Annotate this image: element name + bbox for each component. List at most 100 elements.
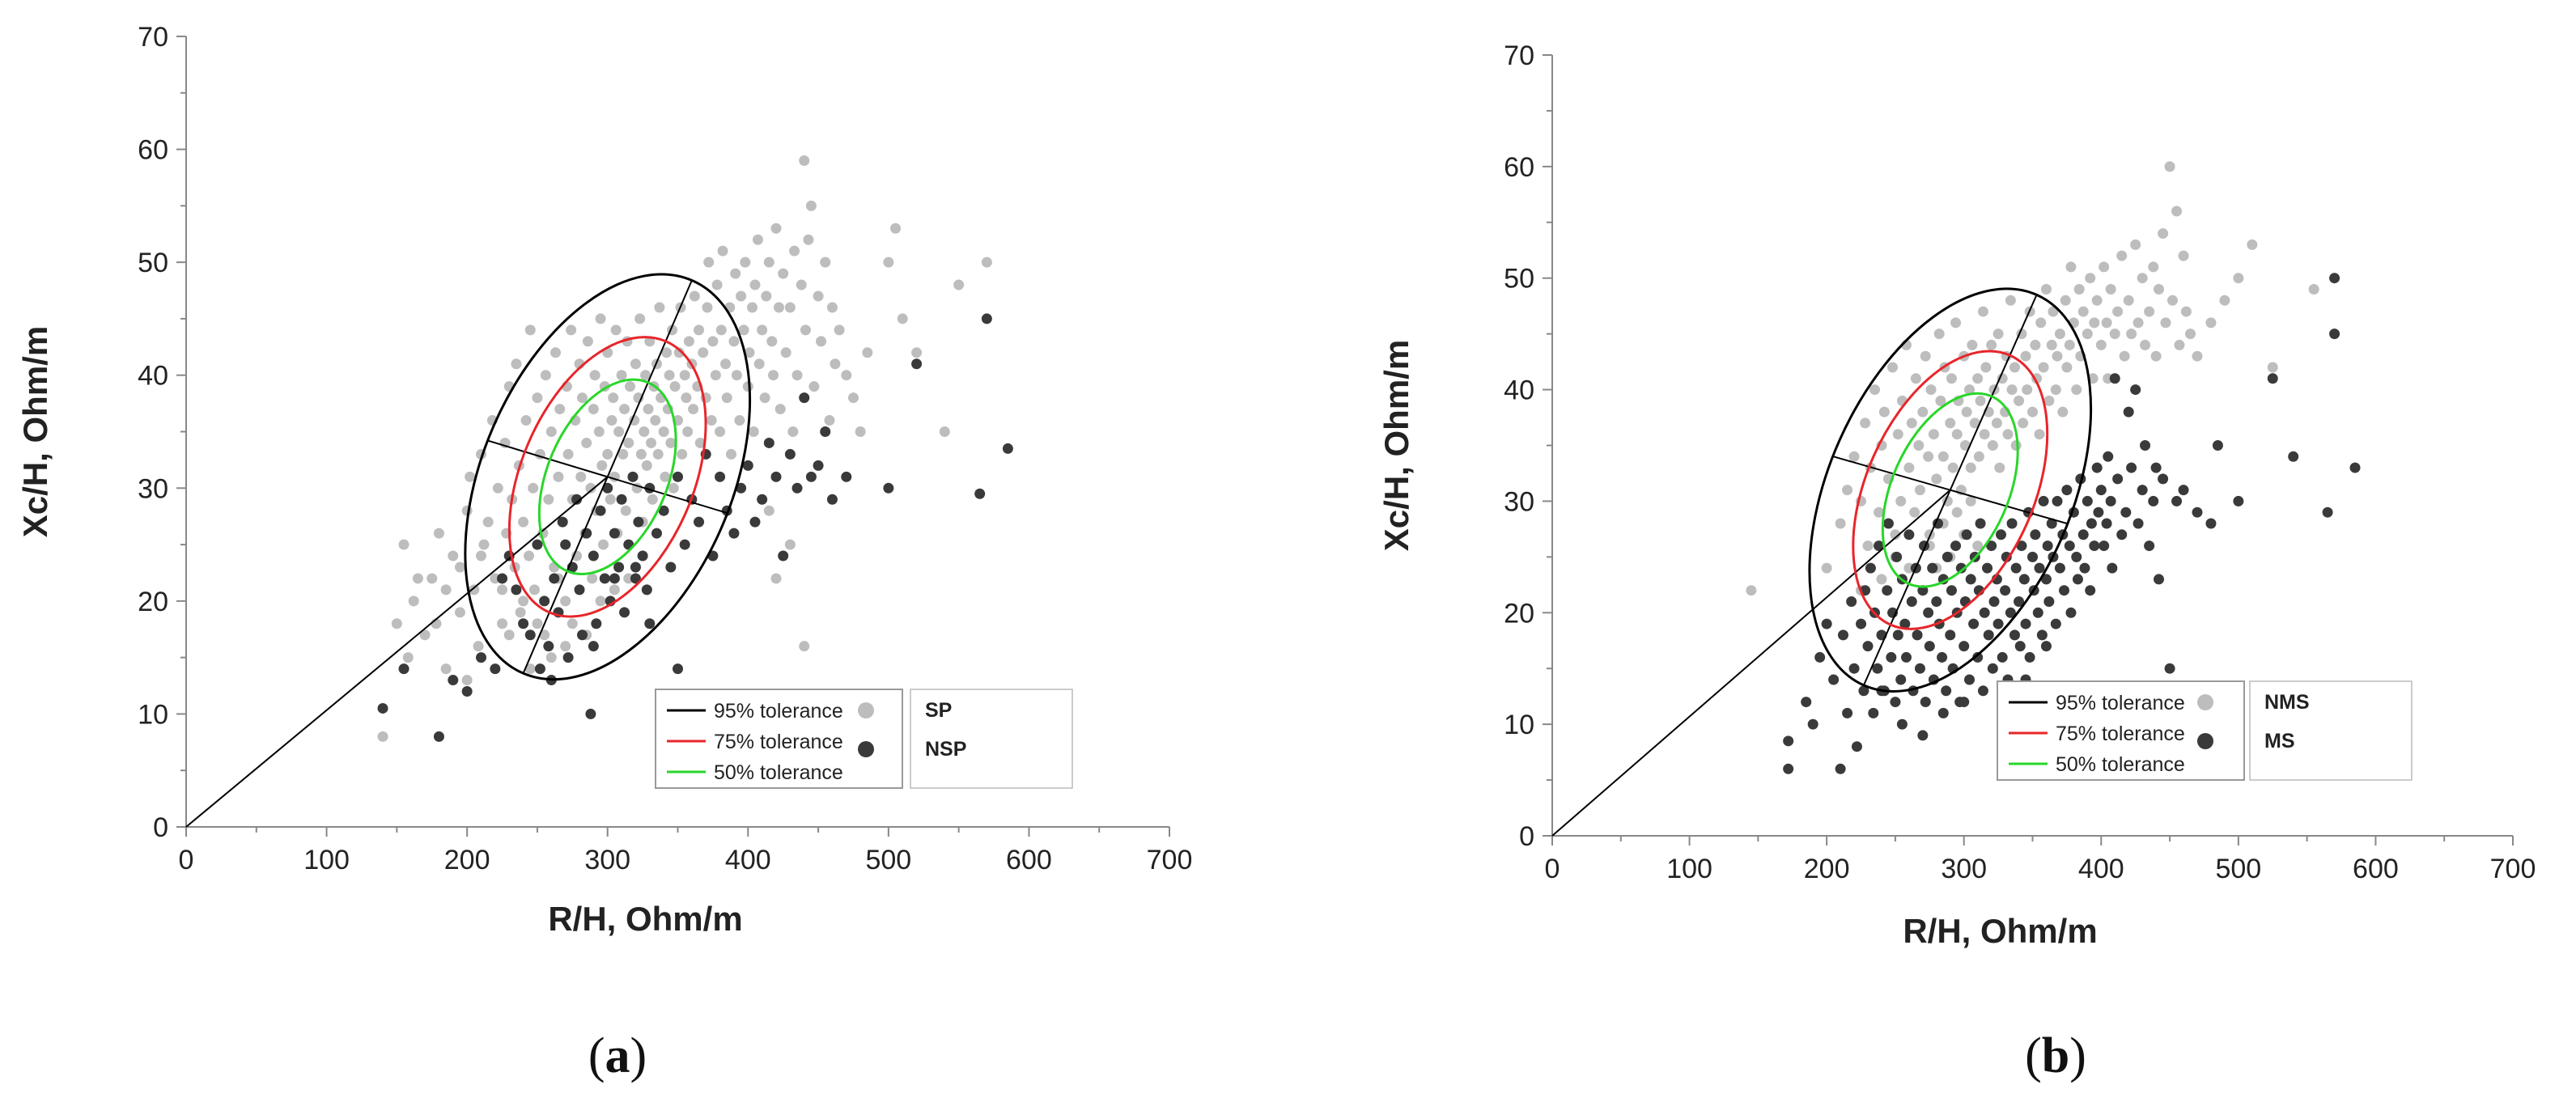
scatter-point-ms: [2010, 562, 2022, 574]
scatter-point-nms: [1973, 451, 1984, 462]
scatter-point-nms: [1903, 462, 1915, 473]
scatter-point-nms: [1935, 395, 1946, 406]
scatter-point-nms: [2233, 273, 2244, 284]
scatter-point-sp: [753, 358, 765, 370]
scatter-point-nsp: [518, 618, 529, 629]
y-tick-label: 50: [138, 248, 168, 278]
y-axis-label: Xc/H, Ohm/m: [16, 326, 54, 537]
x-axis-label: R/H, Ohm/m: [1903, 912, 2097, 950]
scatter-point-nms: [2150, 350, 2162, 362]
scatter-point-ms: [1914, 663, 1925, 674]
scatter-point-ms: [1842, 707, 1853, 718]
legend-group-label: NMS: [2264, 691, 2310, 714]
scatter-point-ms: [1837, 629, 1848, 641]
scatter-point-ms: [2233, 495, 2244, 506]
scatter-point-sp: [703, 256, 715, 268]
scatter-point-sp: [545, 426, 557, 437]
scatter-point-nms: [2160, 317, 2171, 328]
scatter-point-ms: [1835, 763, 1846, 774]
scatter-point-nsp: [574, 584, 585, 596]
scatter-point-ms: [2329, 328, 2340, 340]
scatter-point-nms: [1947, 462, 1959, 473]
scatter-point-ms: [2036, 629, 2048, 641]
scatter-point-nsp: [679, 539, 690, 550]
scatter-point-nms: [1835, 518, 1846, 529]
scatter-point-sp: [759, 392, 770, 404]
scatter-point-nsp: [633, 516, 644, 528]
scatter-point-ms: [2105, 495, 2116, 506]
scatter-point-nms: [1937, 451, 1949, 462]
scatter-point-ms: [2099, 540, 2110, 552]
scatter-point-nms: [1951, 506, 1963, 518]
scatter-point-sp: [560, 641, 571, 652]
scatter-point-sp: [773, 302, 784, 313]
scatter-point-ms: [1977, 685, 1988, 697]
scatter-point-nms: [2071, 384, 2082, 396]
scatter-point-sp: [560, 596, 571, 607]
scatter-point-nms: [1951, 429, 1963, 440]
scatter-point-sp: [702, 302, 713, 313]
scatter-point-nms: [1963, 384, 1975, 396]
scatter-point-ms: [2009, 629, 2020, 641]
scatter-point-ms: [1923, 607, 1934, 618]
scatter-point-nms: [2178, 250, 2189, 261]
scatter-point-sp: [613, 426, 625, 437]
scatter-point-sp: [784, 302, 796, 313]
scatter-point-sp: [715, 324, 727, 336]
y-tick-label: 30: [1504, 486, 1534, 517]
origin-vector-line: [1551, 489, 1951, 837]
scatter-point-sp: [412, 573, 423, 584]
scatter-point-nms: [2082, 328, 2093, 340]
scatter-point-nms: [2180, 306, 2192, 317]
scatter-point-sp: [524, 550, 535, 562]
scatter-point-nms: [1946, 373, 1957, 384]
scatter-point-ms: [2140, 440, 2151, 451]
scatter-point-nms: [2095, 339, 2107, 350]
scatter-point-ms: [2095, 485, 2107, 496]
scatter-point-ms: [2071, 551, 2082, 562]
scatter-point-ms: [1896, 718, 1908, 730]
scatter-point-nms: [1994, 462, 2005, 473]
scatter-point-ms: [1828, 674, 1840, 685]
scatter-point-sp: [763, 505, 774, 516]
scatter-point-nms: [1980, 362, 1992, 373]
panel-a-caption-letter: a: [605, 1028, 630, 1083]
x-tick-label: 200: [1804, 854, 1850, 884]
scatter-point-ms: [2052, 495, 2063, 506]
scatter-point-ms: [2133, 518, 2144, 529]
scatter-point-sp: [440, 584, 452, 596]
tolerance-ellipse-95: [1808, 287, 2093, 693]
scatter-point-ms: [2091, 462, 2103, 473]
scatter-point-ms: [2032, 607, 2043, 618]
legend-group-label: NSP: [925, 738, 966, 761]
scatter-point-nsp: [524, 629, 536, 641]
scatter-point-sp: [841, 370, 852, 381]
scatter-point-nms: [1986, 339, 1997, 350]
scatter-point-sp: [606, 415, 617, 426]
scatter-point-nms: [2020, 350, 2031, 362]
scatter-point-ms: [2154, 574, 2165, 585]
scatter-point-sp: [661, 347, 673, 358]
scatter-point-ms: [2123, 406, 2134, 417]
scatter-point-ms: [2093, 506, 2104, 518]
scatter-point-nms: [2065, 261, 2077, 273]
scatter-point-nsp: [1002, 443, 1013, 454]
scatter-point-ms: [2107, 562, 2118, 574]
scatter-point-nms: [1997, 373, 2008, 384]
scatter-point-sp: [766, 336, 778, 347]
scatter-point-ms: [2349, 462, 2361, 473]
legend-line-label: 95% tolerance: [2056, 692, 2185, 714]
scatter-point-sp: [803, 234, 814, 245]
scatter-point-nsp: [602, 482, 613, 494]
scatter-point-nsp: [665, 562, 677, 573]
scatter-point-nms: [1931, 473, 1942, 485]
scatter-point-ms: [1903, 529, 1915, 540]
scatter-point-sp: [635, 448, 647, 460]
scatter-point-ms: [2171, 495, 2183, 506]
scatter-point-sp: [616, 370, 627, 381]
scatter-point-nms: [1923, 451, 1934, 462]
scatter-point-nms: [2018, 417, 2029, 429]
scatter-point-nms: [2060, 295, 2071, 306]
y-tick-label: 0: [1519, 821, 1534, 852]
